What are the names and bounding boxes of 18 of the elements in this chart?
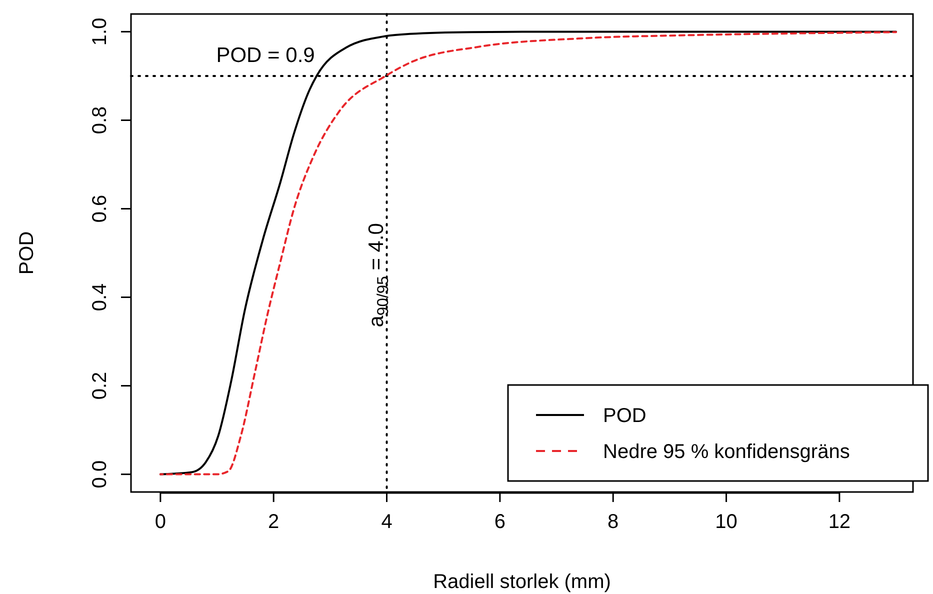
y-tick-label: 0.2 <box>89 372 111 400</box>
y-tick-label: 0.4 <box>89 283 111 312</box>
y-axis-title: POD <box>16 231 38 275</box>
y-tick-label: 0.6 <box>89 194 111 223</box>
legend-label: Nedre 95 % konfidensgräns <box>603 441 850 463</box>
x-axis-title: Radiell storlek (mm) <box>433 571 611 593</box>
x-tick-label: 2 <box>268 511 280 533</box>
y-tick-label: 1.0 <box>89 18 111 46</box>
x-tick-label: 4 <box>381 511 392 533</box>
legend-label: POD <box>603 405 646 427</box>
x-tick-label: 6 <box>494 511 506 533</box>
ref-line-label: POD = 0.9 <box>216 44 315 67</box>
x-tick-label: 10 <box>715 511 738 533</box>
y-tick-label: 0.8 <box>89 106 111 134</box>
x-tick-label: 8 <box>608 511 619 533</box>
x-tick-label: 0 <box>154 511 166 533</box>
y-tick-label: 0.0 <box>89 460 111 488</box>
x-tick-label: 12 <box>828 511 851 533</box>
